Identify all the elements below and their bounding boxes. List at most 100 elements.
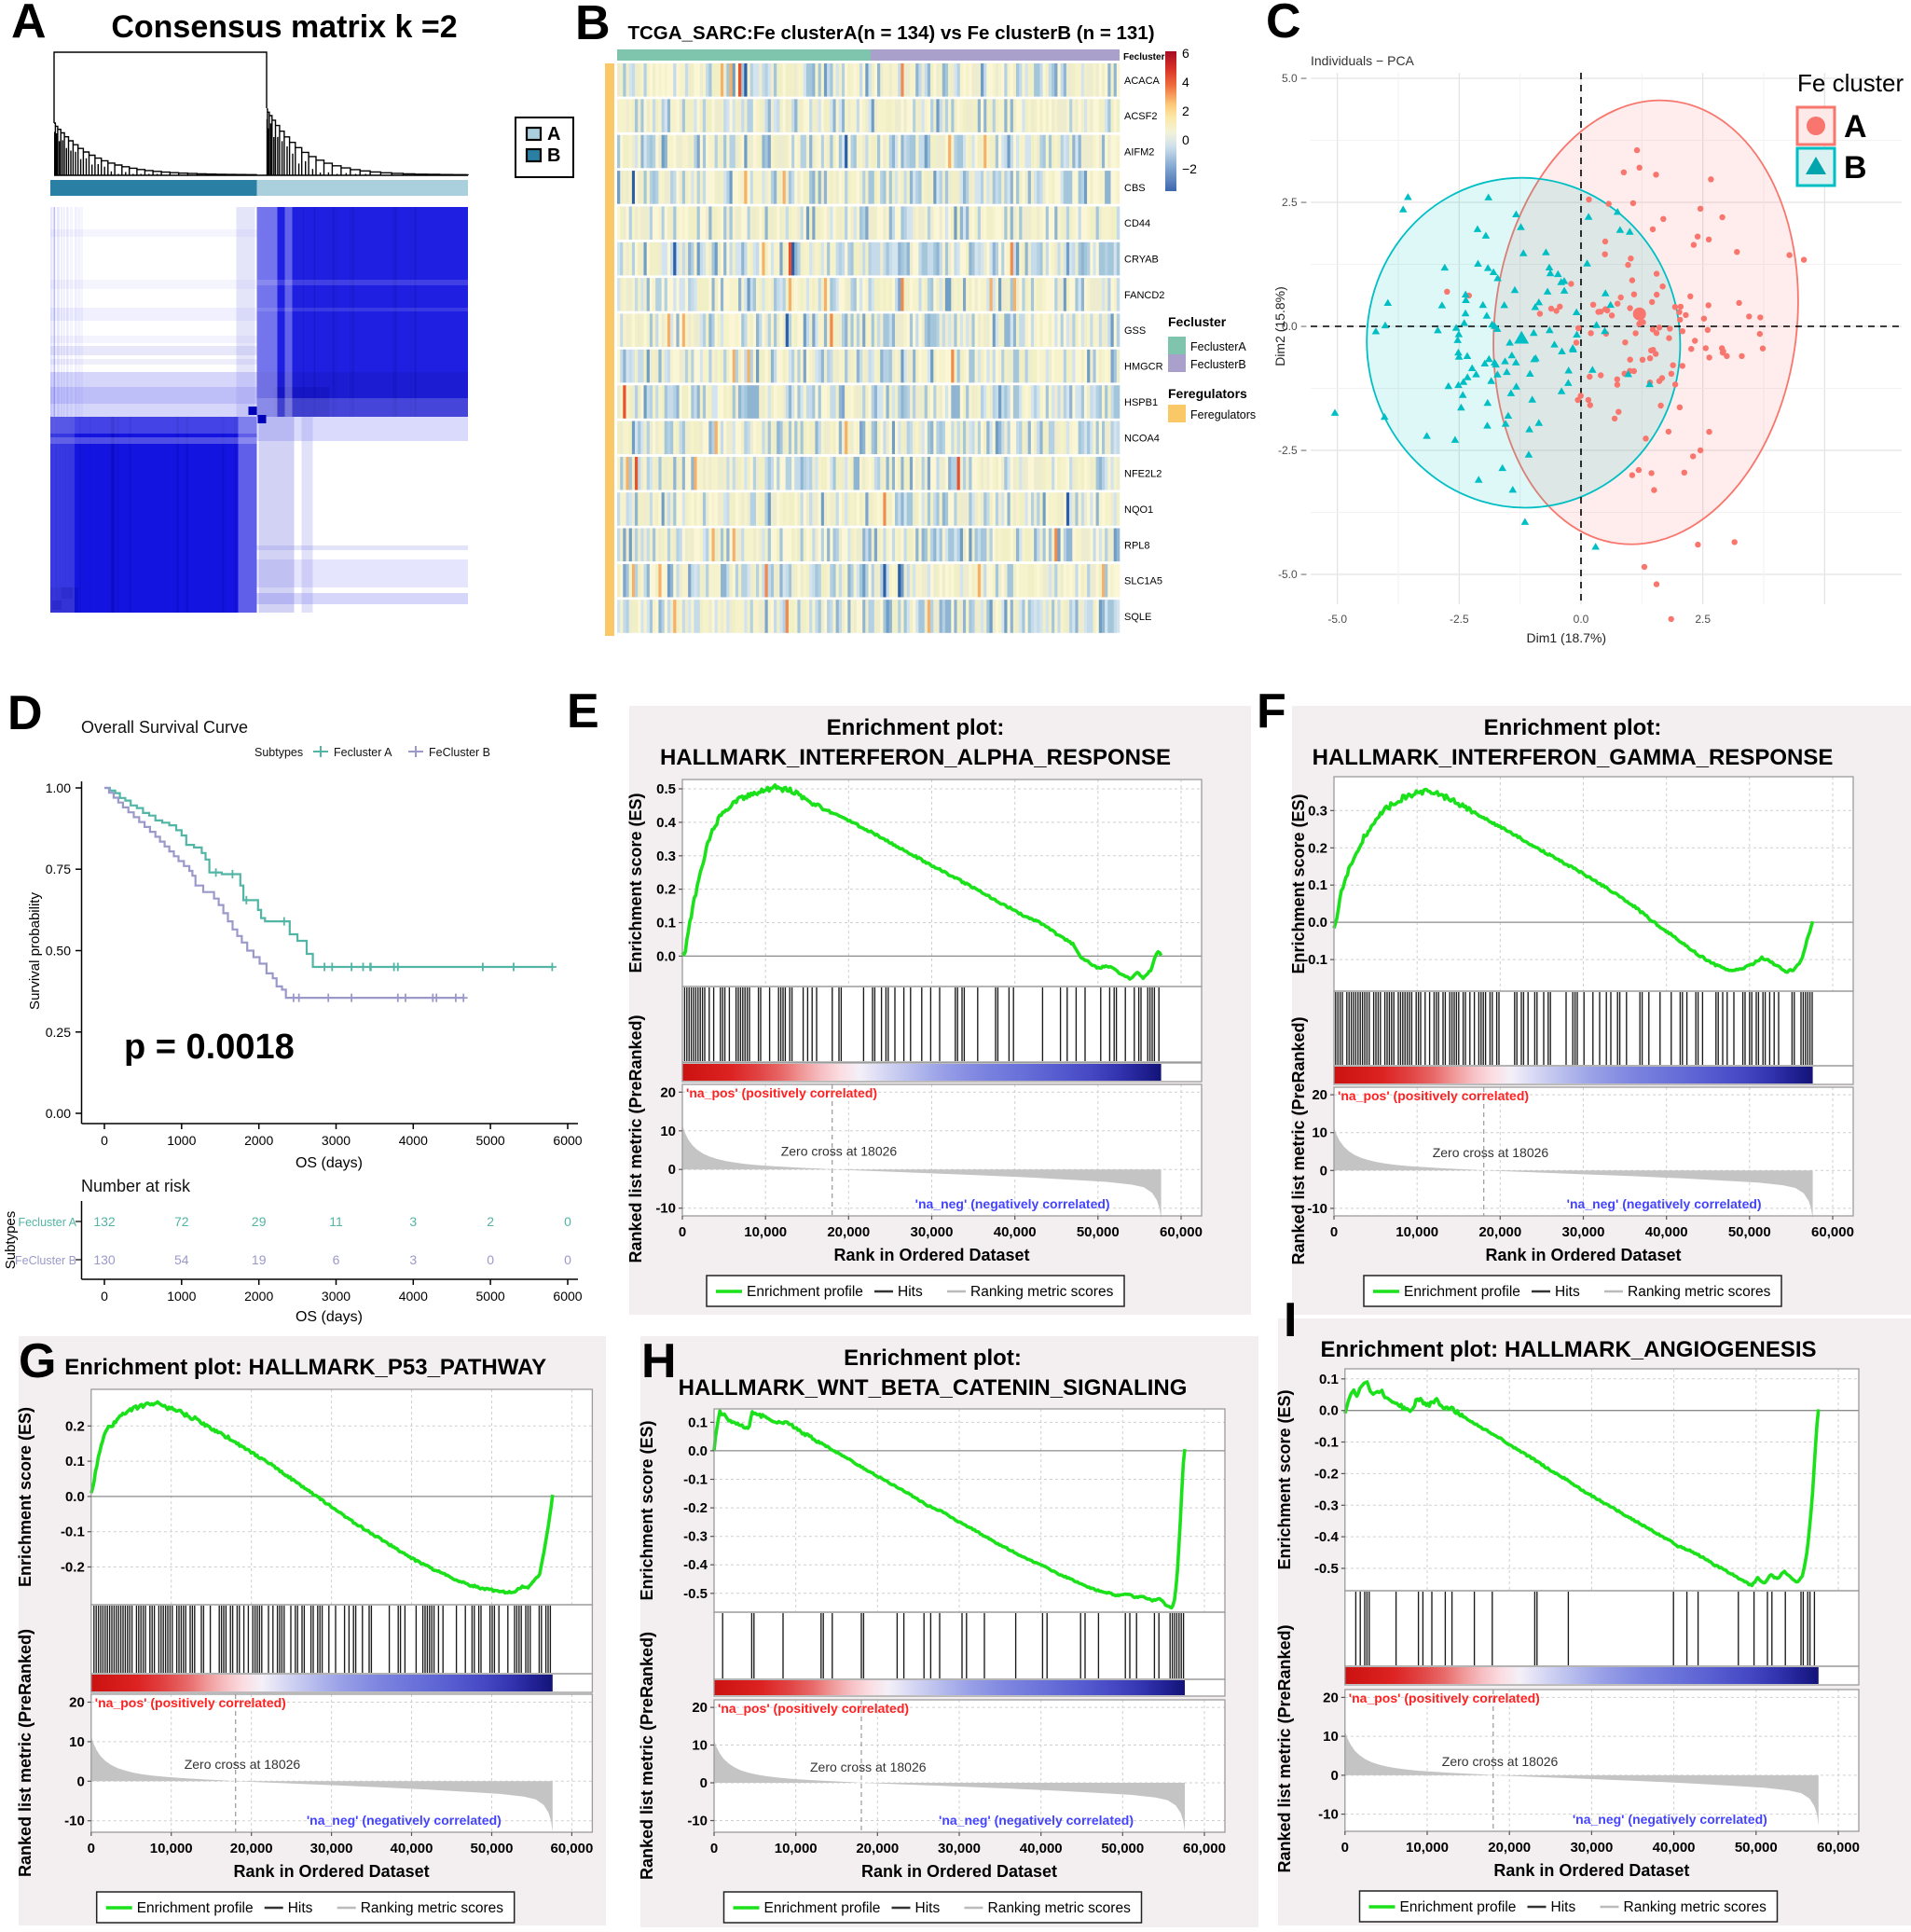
- svg-text:0: 0: [1341, 1840, 1349, 1856]
- svg-text:AIFM2: AIFM2: [1124, 147, 1154, 159]
- svg-text:19: 19: [252, 1252, 267, 1267]
- svg-text:10,000: 10,000: [150, 1841, 193, 1856]
- svg-text:-2.5: -2.5: [1450, 613, 1469, 626]
- svg-text:10,000: 10,000: [775, 1841, 818, 1856]
- svg-text:0: 0: [88, 1841, 95, 1856]
- svg-text:Feregulators: Feregulators: [1168, 386, 1247, 401]
- svg-text:5000: 5000: [476, 1133, 505, 1148]
- svg-text:-10: -10: [655, 1201, 676, 1217]
- svg-text:10,000: 10,000: [1406, 1840, 1449, 1856]
- svg-text:6000: 6000: [553, 1289, 582, 1304]
- svg-text:Zero cross at 18026: Zero cross at 18026: [1433, 1145, 1549, 1160]
- svg-text:0.0: 0.0: [1319, 1403, 1339, 1419]
- svg-text:Enrichment profile: Enrichment profile: [764, 1900, 881, 1916]
- svg-text:'na_neg' (negatively correlate: 'na_neg' (negatively correlated): [1573, 1812, 1767, 1827]
- svg-text:-5.0 −: -5.0 −: [1278, 568, 1307, 581]
- svg-text:10,000: 10,000: [1395, 1224, 1438, 1240]
- svg-text:3: 3: [409, 1252, 417, 1267]
- svg-text:20,000: 20,000: [856, 1841, 899, 1856]
- svg-text:Enrichment plot: HALLMARK_ANGI: Enrichment plot: HALLMARK_ANGIOGENESIS: [1320, 1337, 1816, 1362]
- svg-text:20: 20: [692, 1700, 708, 1716]
- svg-text:Enrichment profile: Enrichment profile: [747, 1284, 863, 1300]
- svg-text:Ranking metric scores: Ranking metric scores: [988, 1900, 1132, 1916]
- svg-text:10,000: 10,000: [744, 1224, 787, 1240]
- svg-text:-0.5: -0.5: [683, 1586, 708, 1602]
- svg-text:A: A: [11, 0, 47, 48]
- svg-text:CRYAB: CRYAB: [1124, 255, 1159, 266]
- svg-text:Hits: Hits: [915, 1900, 941, 1916]
- svg-text:ACSF2: ACSF2: [1124, 111, 1157, 122]
- svg-text:2000: 2000: [244, 1133, 273, 1148]
- svg-text:E: E: [567, 684, 599, 738]
- svg-text:Feregulators: Feregulators: [1190, 408, 1256, 421]
- svg-text:0: 0: [1330, 1224, 1338, 1240]
- svg-text:FANCD2: FANCD2: [1124, 290, 1164, 301]
- svg-text:72: 72: [174, 1214, 189, 1229]
- svg-text:Fecluster: Fecluster: [1123, 52, 1165, 62]
- svg-text:Ranking metric scores: Ranking metric scores: [1628, 1284, 1771, 1300]
- svg-text:0.0: 0.0: [688, 1443, 708, 1459]
- svg-text:Enrichment score (ES): Enrichment score (ES): [1289, 794, 1308, 973]
- svg-text:0: 0: [487, 1252, 494, 1267]
- svg-text:Fecluster: Fecluster: [1168, 314, 1227, 329]
- svg-text:Rank in Ordered Dataset: Rank in Ordered Dataset: [833, 1246, 1029, 1264]
- svg-text:Dim1 (18.7%): Dim1 (18.7%): [1527, 630, 1607, 645]
- svg-text:NFE2L2: NFE2L2: [1124, 469, 1162, 480]
- svg-text:0.4: 0.4: [656, 815, 677, 831]
- svg-text:6: 6: [333, 1252, 340, 1267]
- svg-text:CD44: CD44: [1124, 218, 1150, 229]
- svg-text:Enrichment profile: Enrichment profile: [1400, 1899, 1517, 1915]
- svg-text:20: 20: [1312, 1087, 1327, 1103]
- svg-text:0: 0: [101, 1133, 108, 1148]
- svg-text:50,000: 50,000: [471, 1841, 514, 1856]
- svg-text:10: 10: [69, 1734, 85, 1750]
- svg-text:0.3: 0.3: [1308, 803, 1327, 819]
- svg-text:-0.2: -0.2: [683, 1500, 708, 1516]
- svg-text:0.25: 0.25: [46, 1025, 71, 1040]
- svg-text:F: F: [1257, 684, 1286, 738]
- svg-text:FeCluster B: FeCluster B: [15, 1254, 76, 1267]
- svg-text:Dim2 (15.8%): Dim2 (15.8%): [1272, 286, 1287, 366]
- svg-text:Consensus matrix k =2: Consensus matrix k =2: [111, 9, 457, 45]
- svg-text:HSPB1: HSPB1: [1124, 397, 1158, 408]
- svg-text:30,000: 30,000: [1562, 1224, 1605, 1240]
- svg-text:Fe cluster: Fe cluster: [1797, 69, 1904, 97]
- svg-text:'na_pos' (positively correlate: 'na_pos' (positively correlated): [686, 1085, 877, 1100]
- svg-text:SQLE: SQLE: [1124, 612, 1151, 623]
- svg-text:50,000: 50,000: [1101, 1841, 1144, 1856]
- svg-text:Hits: Hits: [898, 1284, 923, 1300]
- svg-text:2: 2: [487, 1214, 494, 1229]
- svg-text:Rank in Ordered Dataset: Rank in Ordered Dataset: [234, 1862, 430, 1881]
- svg-text:6: 6: [1182, 46, 1189, 61]
- svg-text:A: A: [1844, 109, 1867, 145]
- svg-text:-0.1: -0.1: [1303, 952, 1327, 968]
- svg-text:30,000: 30,000: [938, 1841, 981, 1856]
- svg-text:20,000: 20,000: [1478, 1224, 1521, 1240]
- svg-text:Ranked list metric (PreRanked): Ranked list metric (PreRanked): [638, 1632, 656, 1880]
- svg-text:0: 0: [1320, 1163, 1327, 1179]
- svg-text:Enrichment plot: HALLMARK_P53_: Enrichment plot: HALLMARK_P53_PATHWAY: [64, 1355, 546, 1380]
- svg-text:10: 10: [692, 1738, 708, 1754]
- svg-text:-10: -10: [1318, 1807, 1339, 1823]
- svg-text:0: 0: [668, 1162, 676, 1178]
- svg-text:Enrichment score (ES): Enrichment score (ES): [626, 793, 645, 973]
- svg-text:OS (days): OS (days): [296, 1155, 363, 1171]
- svg-text:2000: 2000: [244, 1289, 273, 1304]
- svg-text:4000: 4000: [399, 1133, 428, 1148]
- svg-text:Subtypes: Subtypes: [3, 1211, 19, 1270]
- svg-text:29: 29: [252, 1214, 267, 1229]
- svg-text:1000: 1000: [167, 1133, 196, 1148]
- svg-text:-0.2: -0.2: [61, 1560, 85, 1576]
- svg-text:Hits: Hits: [1555, 1284, 1580, 1300]
- svg-text:HALLMARK_INTERFERON_GAMMA_RESP: HALLMARK_INTERFERON_GAMMA_RESPONSE: [1313, 745, 1834, 770]
- svg-text:0.0 −: 0.0 −: [1282, 320, 1307, 333]
- svg-text:1.00: 1.00: [46, 780, 71, 795]
- svg-text:Ranking metric scores: Ranking metric scores: [970, 1284, 1114, 1300]
- svg-text:ACACA: ACACA: [1124, 76, 1161, 87]
- svg-text:'na_pos' (positively correlate: 'na_pos' (positively correlated): [1338, 1088, 1529, 1103]
- svg-text:130: 130: [93, 1252, 116, 1267]
- svg-text:HALLMARK_WNT_BETA_CATENIN_SIGN: HALLMARK_WNT_BETA_CATENIN_SIGNALING: [679, 1375, 1188, 1401]
- svg-text:40,000: 40,000: [1020, 1841, 1063, 1856]
- svg-text:FeclusterB: FeclusterB: [1190, 358, 1246, 371]
- svg-text:GSS: GSS: [1124, 325, 1146, 337]
